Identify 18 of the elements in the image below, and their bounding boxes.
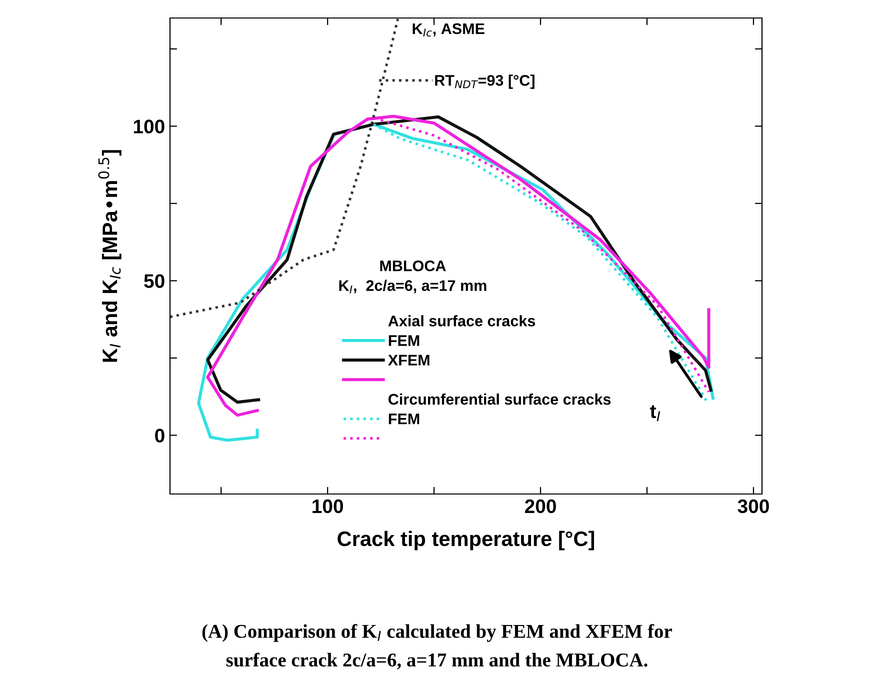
legend-label: FEM bbox=[388, 335, 420, 346]
y-tick-label: 50 bbox=[144, 274, 164, 288]
annotation: t$_{I}$ bbox=[650, 405, 660, 422]
legend-label: FEM bbox=[388, 414, 420, 424]
x-tick-label: 300 bbox=[738, 499, 769, 514]
legend-label: XFEM bbox=[388, 354, 430, 366]
annotation: Circumferential surface cracks bbox=[388, 394, 611, 405]
y-tick-label: 100 bbox=[134, 120, 164, 134]
y-tick-label: 0 bbox=[155, 428, 164, 443]
series-label: K$_{Ic}$, ASME bbox=[412, 23, 484, 37]
x-tick-label: 200 bbox=[524, 499, 556, 514]
text: (A) Comparison of K$_{I}$ calculated by FEM and XFEM for surface crack 2c/a=6, a=17 mm and the MBLOCA. bbox=[202, 624, 672, 670]
text: MBLOCA K$_{I}$, 2c/a=6, a=17 mm bbox=[339, 260, 486, 294]
x-axis-title: Crack tip temperature [°C] bbox=[338, 530, 594, 550]
y-axis-title: K$_{I}$ and K$_{Ic}$ [MPa•m$^{0.5}$] bbox=[98, 150, 122, 362]
x-tick-label: 100 bbox=[312, 499, 344, 514]
annotation: Axial surface cracks bbox=[388, 315, 536, 326]
annotation: RT$_{NDT}$=93 [°C] bbox=[435, 74, 534, 89]
